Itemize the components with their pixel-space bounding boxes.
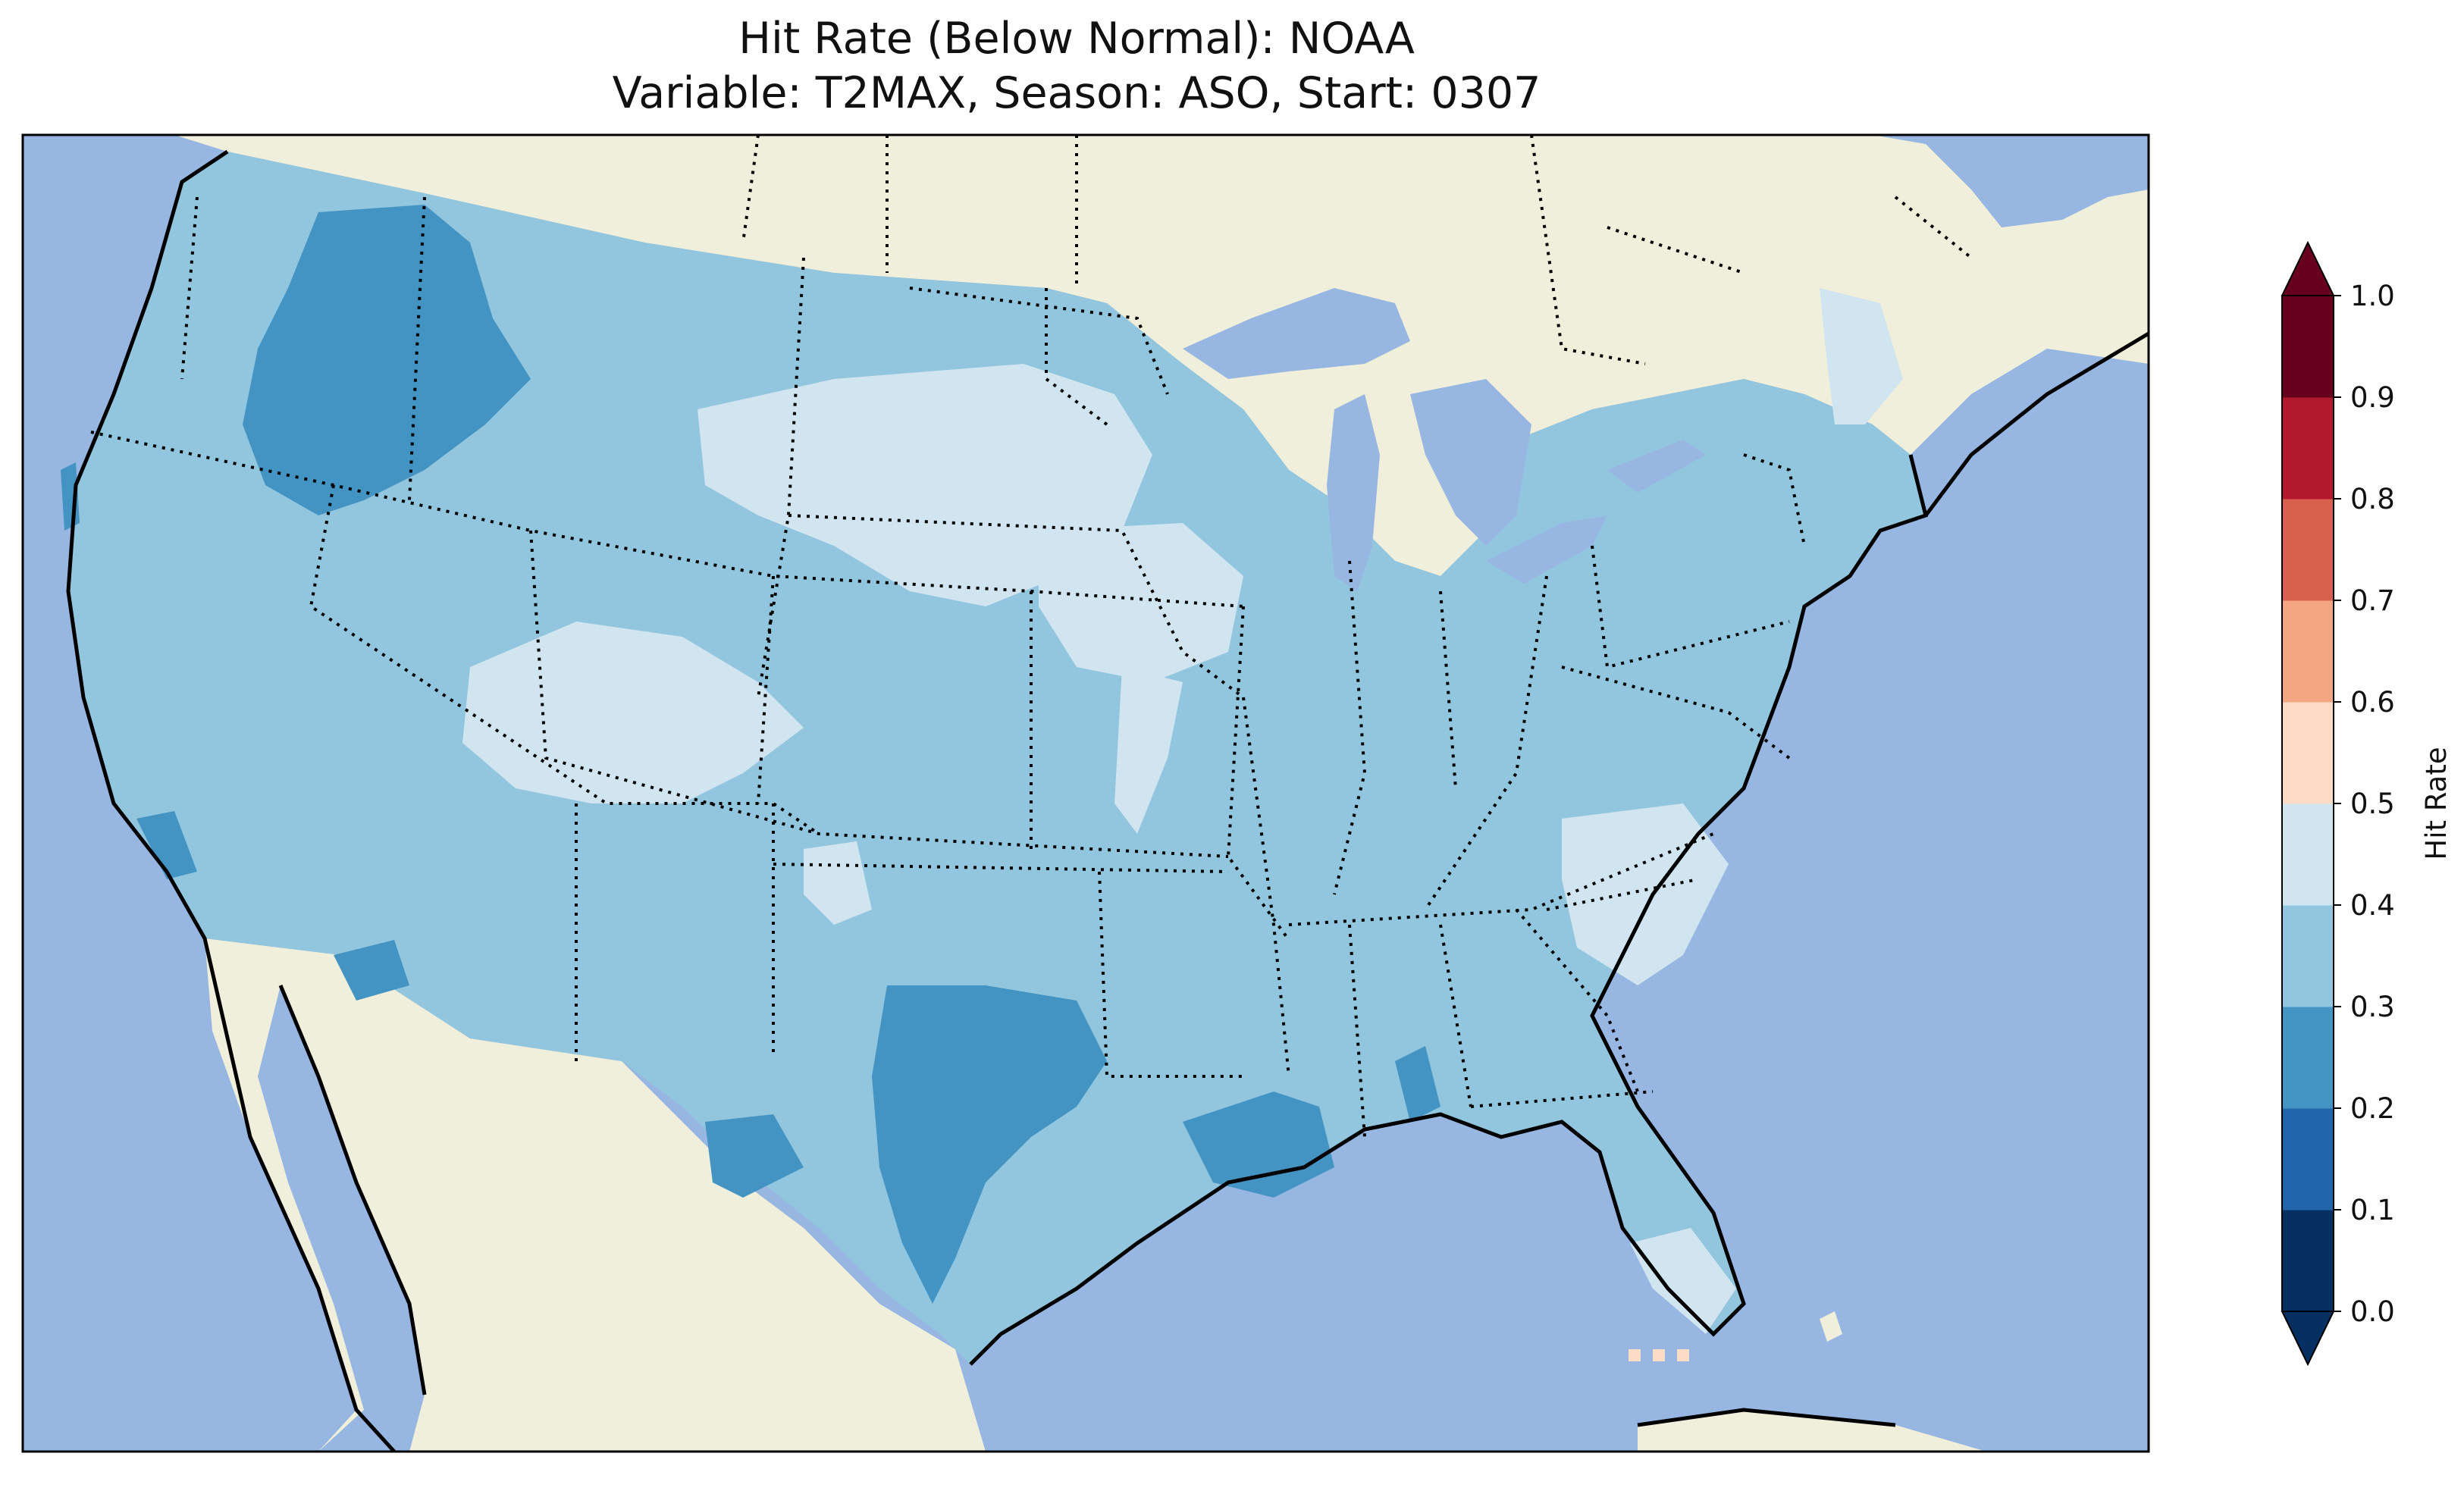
colorbar-tick-label: 0.4 [2350,889,2395,922]
colorbar-bin [2282,1108,2334,1211]
colorbar-tick-label: 0.2 [2350,1092,2395,1125]
national-borders [741,135,1973,365]
colorbar-extend-min [2281,1311,2335,1367]
bahamas [1820,1311,1842,1342]
coastlines [66,149,2149,1452]
map-subtitle: Variable: T2MAX, Season: ASO, Start: 030… [612,68,1541,118]
colorbar-bin [2282,296,2334,398]
conus-field [68,152,1926,1364]
colorbar-bin [2282,600,2334,703]
colorbar-bin [2282,702,2334,804]
colorbar-tick-label: 0.0 [2350,1295,2395,1328]
lake-superior [1183,288,1410,379]
colorbar-label: Hit Rate [2420,747,2453,860]
colorbar-tick-label: 0.8 [2350,483,2395,515]
colorbar-tick-label: 0.5 [2350,788,2395,820]
great-lakes [1183,288,1706,591]
state-borders [90,196,1806,1138]
cuba [1638,1410,1986,1452]
colorbar-tick-label: 0.6 [2350,686,2395,719]
lake-ontario [1607,440,1706,493]
lake-michigan [1327,394,1380,591]
map-frame [21,133,2150,1453]
hit-rate-0.2-0.3 [61,205,1440,1304]
colorbar-tick-label: 1.0 [2350,280,2395,312]
keys-markers [1629,1349,1689,1361]
colorbar-tick-label: 0.1 [2350,1194,2395,1226]
colorbar-bin [2282,499,2334,601]
lake-erie [1486,515,1607,584]
canada-land [174,135,2149,576]
colorbar-bin [2282,803,2334,906]
colorbar-tick-label: 0.9 [2350,381,2395,414]
lake-huron [1410,379,1531,546]
colorbar-bin [2282,1210,2334,1312]
colorbar-bin [2282,397,2334,500]
colorbar-tick-label: 0.7 [2350,584,2395,617]
gulf-of-california [258,985,425,1452]
map-title: Hit Rate (Below Normal): NOAA [738,14,1415,64]
colorbar-bin [2282,1007,2334,1109]
colorbar-bin [2282,905,2334,1007]
colorbar-extend-max [2281,240,2335,296]
colorbar-tick-label: 0.3 [2350,991,2395,1023]
